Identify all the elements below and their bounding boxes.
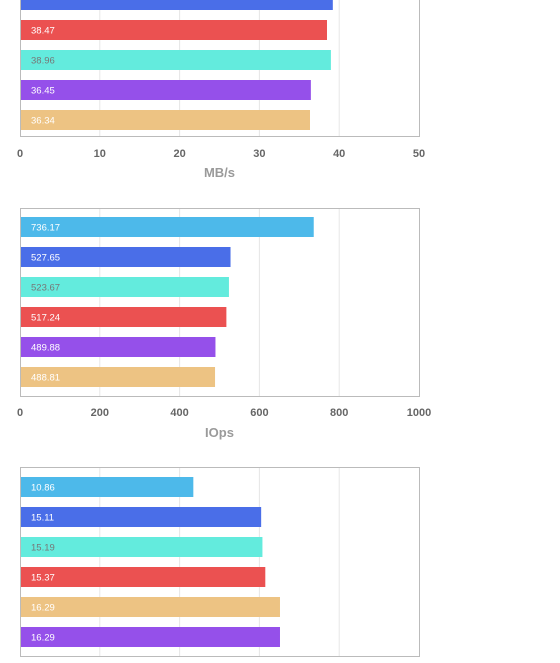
x-tick-label: 30 <box>253 148 265 160</box>
bar-value-label: 523.67 <box>31 283 60 294</box>
bar-value-label: 736.17 <box>31 223 60 234</box>
plot-frame <box>20 467 420 657</box>
x-tick-label: 40 <box>333 148 345 160</box>
bar <box>21 0 333 10</box>
bar-value-label: 15.19 <box>31 543 55 554</box>
bar <box>21 567 266 587</box>
bar-value-label: 488.81 <box>31 373 60 384</box>
bar <box>21 337 216 357</box>
x-tick-label: 400 <box>170 407 188 419</box>
bar <box>21 367 216 387</box>
bar-value-label: 527.65 <box>31 253 60 264</box>
bar <box>21 80 311 100</box>
bar-value-label: 38.47 <box>31 26 55 37</box>
bar-value-label: 16.29 <box>31 603 55 614</box>
bar-value-label: 36.45 <box>31 86 55 97</box>
bar-value-label: 36.34 <box>31 116 55 127</box>
x-tick-label: 600 <box>250 407 268 419</box>
x-tick-label: 20 <box>173 148 185 160</box>
bar-value-label: 15.37 <box>31 573 55 584</box>
x-tick-label: 1000 <box>407 407 431 419</box>
bar <box>21 50 331 70</box>
x-tick-label: 0 <box>17 407 23 419</box>
x-tick-label: 800 <box>330 407 348 419</box>
bar <box>21 597 280 617</box>
bar <box>21 477 194 497</box>
bar-value-label: 15.11 <box>31 513 54 524</box>
bar <box>21 507 262 527</box>
bar <box>21 537 263 557</box>
bar-value-label: 10.86 <box>31 483 55 494</box>
plot-frame <box>20 208 420 397</box>
bar-value-label: 517.24 <box>31 313 60 324</box>
bar <box>21 110 310 130</box>
x-tick-label: 10 <box>94 148 106 160</box>
x-axis-title: IOps <box>205 425 234 440</box>
bar-value-label: 489.88 <box>31 343 60 354</box>
bar <box>21 217 314 237</box>
bar-value-label: 16.29 <box>31 633 55 644</box>
bar-value-label: 38.96 <box>31 56 55 67</box>
bar <box>21 307 227 327</box>
bar <box>21 20 327 40</box>
x-tick-label: 200 <box>91 407 109 419</box>
x-tick-label: 0 <box>17 148 23 160</box>
bar <box>21 247 231 267</box>
plot-frame <box>20 0 420 137</box>
bar <box>21 277 229 297</box>
x-tick-label: 50 <box>413 148 425 160</box>
x-axis-title: MB/s <box>204 165 235 180</box>
bar <box>21 627 280 647</box>
